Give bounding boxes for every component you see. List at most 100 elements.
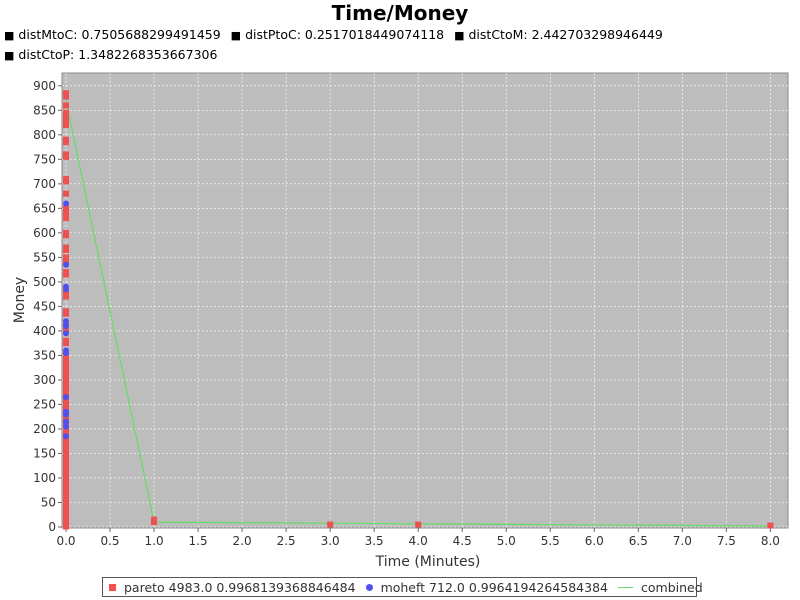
pareto-point <box>767 522 774 529</box>
legend-label: pareto 4983.0 0.9968139368846484 <box>124 579 356 595</box>
y-tick-label: 0 <box>48 520 56 534</box>
moheft-point <box>63 286 69 293</box>
pareto-point <box>63 310 69 317</box>
pareto-point <box>415 521 422 528</box>
y-tick-label: 500 <box>33 275 56 289</box>
pareto-point <box>63 484 69 491</box>
plot-background <box>61 72 789 529</box>
x-tick-label: 4.5 <box>453 534 472 548</box>
pareto-point <box>63 440 69 447</box>
moheft-point <box>63 418 69 425</box>
pareto-point <box>63 139 69 146</box>
pareto-point <box>63 357 69 364</box>
pareto-point <box>63 381 69 388</box>
moheft-point <box>63 330 69 337</box>
y-tick-label: 200 <box>33 422 56 436</box>
legend-item-pareto: pareto 4983.0 0.9968139368846484 <box>109 580 356 595</box>
y-tick-label: 600 <box>33 226 56 240</box>
x-tick-label: 7.0 <box>673 534 692 548</box>
moheft-point <box>63 394 69 401</box>
subtitle-label: distCtoM: <box>468 27 528 42</box>
x-tick-label: 1.5 <box>189 534 208 548</box>
subtitle-item-distPtoC: ■ distPtoC: 0.2517018449074118 <box>231 27 444 42</box>
legend-item-combined: combined <box>618 580 703 595</box>
subtitle-value: 0.7505688299491459 <box>81 27 221 42</box>
moheft-point <box>63 261 69 268</box>
x-tick-label: 7.5 <box>717 534 736 548</box>
pareto-point <box>327 521 334 528</box>
x-tick-label: 5.0 <box>497 534 516 548</box>
pareto-point <box>63 445 69 452</box>
pareto-point <box>63 450 69 457</box>
legend-item-moheft: moheft 712.0 0.9964194264584384 <box>365 579 608 595</box>
pareto-point <box>63 470 69 477</box>
x-tick-label: 3.5 <box>365 534 384 548</box>
pareto-point <box>63 460 69 467</box>
y-tick-label: 900 <box>33 79 56 93</box>
pareto-point <box>63 210 69 217</box>
moheft-point <box>63 423 69 430</box>
subtitle-value: 2.442703298946449 <box>531 27 663 42</box>
y-tick-label: 550 <box>33 250 56 264</box>
pareto-point <box>63 109 69 116</box>
square-bullet-icon: ■ <box>4 29 15 42</box>
x-tick-label: 5.5 <box>541 534 560 548</box>
pareto-point <box>63 362 69 369</box>
legend: pareto 4983.0 0.9968139368846484 moheft … <box>102 577 703 597</box>
series-layer <box>63 90 774 530</box>
square-bullet-icon: ■ <box>230 29 242 42</box>
pareto-point <box>63 178 69 185</box>
pareto-point <box>63 190 69 197</box>
pareto-point <box>63 153 69 160</box>
y-tick-label: 100 <box>33 471 56 485</box>
pareto-point <box>63 474 69 481</box>
pareto-point <box>63 499 69 506</box>
y-tick-label: 400 <box>33 324 56 338</box>
pareto-point <box>63 102 69 109</box>
subtitle-item-distCtoP: ■ distCtoP: 1.3482268353667306 <box>4 47 217 62</box>
square-bullet-icon: ■ <box>454 29 465 42</box>
x-tick-label: 2.0 <box>233 534 252 548</box>
legend-circle-icon <box>365 583 373 591</box>
legend-square-icon <box>109 583 116 591</box>
pareto-point <box>63 479 69 486</box>
moheft-point <box>63 200 69 207</box>
subtitle-label: distPtoC: <box>245 27 301 42</box>
axis-layer: 0.0 0.5 1.0 1.5 2.0 2.5 3.0 3.5 4.0 4.5 5.0 5.5 6.0 6… <box>33 79 780 548</box>
pareto-point <box>63 271 69 278</box>
x-tick-label: 1.0 <box>145 534 164 548</box>
pareto-point <box>63 114 69 121</box>
pareto-point <box>63 93 69 100</box>
pareto-point <box>63 376 69 383</box>
x-axis-label: Time (Minutes) <box>375 554 481 570</box>
y-tick-label: 800 <box>33 128 56 142</box>
moheft-point <box>63 433 69 440</box>
pareto-point <box>63 386 69 393</box>
subtitle-item-distCtoM: ■ distCtoM: 2.442703298946449 <box>454 27 663 42</box>
legend-line-icon <box>618 586 633 588</box>
subtitle-label: distMtoC: <box>18 27 78 42</box>
x-tick-label: 3.0 <box>321 534 340 548</box>
y-tick-label: 700 <box>33 177 56 191</box>
y-tick-label: 450 <box>33 299 56 313</box>
pareto-point <box>63 509 69 516</box>
y-tick-label: 50 <box>41 495 56 509</box>
subtitle-item-distMtoC: ■ distMtoC: 0.7505688299491459 <box>4 27 221 42</box>
square-bullet-icon: ■ <box>4 49 15 62</box>
pareto-point <box>63 90 69 97</box>
chart-title: Time/Money <box>331 1 469 25</box>
pareto-point <box>63 232 69 239</box>
pareto-point <box>63 293 69 300</box>
pareto-point <box>63 215 69 222</box>
subtitle-line-1: ■ distMtoC: 0.7505688299491459 ■ distPtoC:… <box>4 27 669 42</box>
subtitle-line-2: ■ distCtoP: 1.3482268353667306 <box>4 47 223 62</box>
y-tick-label: 650 <box>33 201 56 215</box>
x-tick-label: 6.0 <box>585 534 604 548</box>
y-tick-label: 850 <box>33 103 56 117</box>
y-tick-label: 300 <box>33 373 56 387</box>
pareto-point <box>63 367 69 374</box>
pareto-point <box>63 504 69 511</box>
x-tick-label: 0.0 <box>56 534 75 548</box>
y-tick-label: 250 <box>33 397 56 411</box>
legend-label: moheft 712.0 0.9964194264584384 <box>380 579 608 595</box>
